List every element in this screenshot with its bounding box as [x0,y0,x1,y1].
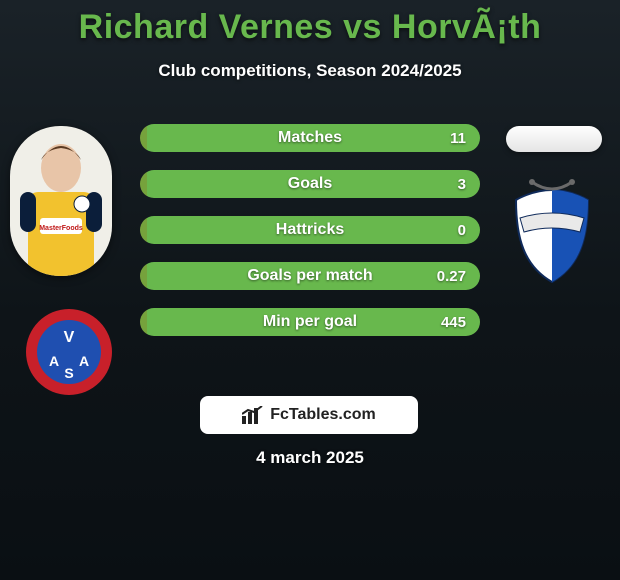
fctables-badge[interactable]: FcTables.com [200,396,418,434]
svg-text:A: A [79,353,89,369]
stat-row: Min per goal 445 [140,308,480,336]
svg-text:V: V [64,329,75,346]
comparison-card: Richard Vernes vs HorvÃ¡th Club competit… [0,0,620,580]
chart-icon [242,406,264,424]
club-logo-left-svg: V A S A [20,308,118,396]
club-logo-right [502,178,602,288]
club-logo-right-svg [502,178,602,288]
svg-text:A: A [49,353,59,369]
stat-label: Goals [288,175,332,193]
stat-label: Min per goal [263,313,357,331]
stat-value-right: 11 [450,130,466,147]
stat-row: Goals per match 0.27 [140,262,480,290]
fctables-text: FcTables.com [270,406,376,424]
player-photo-left: MasterFoods [10,126,112,276]
stat-label: Goals per match [247,267,372,285]
stat-label: Matches [278,129,342,147]
stat-value-right: 0.27 [437,268,466,285]
player-photo-right-placeholder [506,126,602,152]
club-logo-left: V A S A [20,308,118,396]
svg-text:S: S [64,365,73,381]
stat-value-right: 3 [458,176,466,193]
snapshot-date: 4 march 2025 [0,448,620,468]
stat-value-right: 0 [458,222,466,239]
player-illustration-left: MasterFoods [10,126,112,276]
stat-row: Matches 11 [140,124,480,152]
page-title: Richard Vernes vs HorvÃ¡th [0,0,620,47]
subtitle: Club competitions, Season 2024/2025 [0,61,620,81]
stat-row: Goals 3 [140,170,480,198]
stat-row: Hattricks 0 [140,216,480,244]
stat-value-right: 445 [441,314,466,331]
sponsor-text: MasterFoods [39,225,83,232]
stats-container: Matches 11 Goals 3 Hattricks 0 Goals per… [140,124,480,354]
stat-label: Hattricks [276,221,344,239]
